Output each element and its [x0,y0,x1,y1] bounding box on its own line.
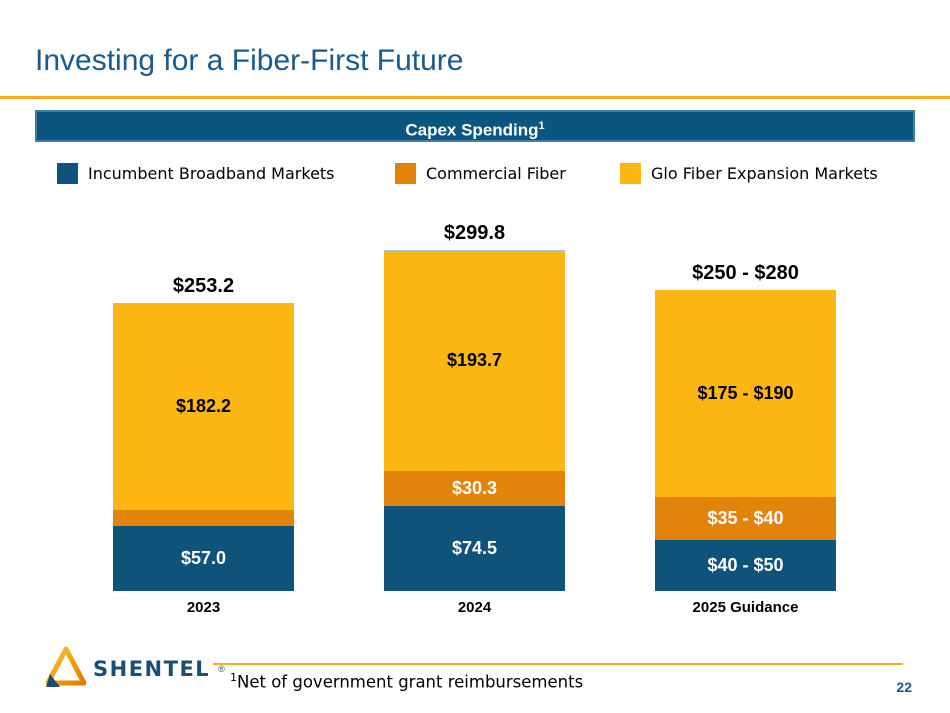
legend-swatch [395,163,416,184]
bar-segment: $35 - $40 [655,497,836,540]
bar-total-label: $250 - $280 [692,261,799,284]
bar-total-label: $299.8 [443,222,506,244]
bar-segment-label: $57.0 [180,547,227,568]
slide-title: Investing for a Fiber-First Future [35,44,464,77]
footnote: 1Net of government grant reimbursements [230,671,583,692]
legend-label: Commercial Fiber [426,164,566,183]
stacked-bar: $175 - $190 $35 - $40 $40 - $50 [655,289,836,591]
footer-divider [213,663,903,665]
bar-segment-label: $182.2 [175,396,232,417]
stacked-bar: $182.2 $57.0 [113,303,294,591]
brand-name: SHENTEL [93,656,211,681]
bar-segment-label: $30.3 [451,478,498,499]
bar-segment: $74.5 [384,505,565,591]
legend-item-1: Incumbent Broadband Markets [57,163,335,184]
bar-segment: $193.7 [384,250,565,472]
plot-top-axis-line [384,250,565,252]
bar-group-2025-guidance: $250 - $280 $175 - $190 $35 - $40 $40 - $50… [655,262,836,616]
bar-segment: $57.0 [113,526,294,591]
bar-group-2023: $253.2 $182.2 $57.0 2023 [113,275,294,616]
legend-label: Glo Fiber Expansion Markets [651,164,878,183]
chart-title-superscript: 1 [538,120,545,132]
bar-segment: $175 - $190 [655,289,836,498]
chart-title: Capex Spending [405,120,539,140]
bar-segment [113,510,294,527]
legend-item-3: Glo Fiber Expansion Markets [620,163,878,184]
bar-segment-label: $74.5 [451,537,498,558]
shentel-logo: SHENTEL ® [45,645,225,692]
chart-title-banner: Capex Spending1 [35,110,915,142]
legend-swatch [57,163,78,184]
category-label: 2024 [457,599,492,616]
registered-mark: ® [218,663,225,674]
shentel-triangle-icon [45,645,87,692]
bar-segment-label: $193.7 [446,350,503,371]
title-divider [0,96,950,99]
bar-segment: $40 - $50 [655,539,836,591]
bar-total-label: $253.2 [172,275,235,297]
category-label: 2025 Guidance [692,599,799,616]
stacked-bar: $193.7 $30.3 $74.5 [384,250,565,591]
footnote-superscript: 1 [230,671,237,684]
bar-segment-label: $35 - $40 [707,507,784,528]
bar-segment-label: $175 - $190 [697,382,794,403]
bar-segment: $182.2 [113,303,294,511]
footnote-text: Net of government grant reimbursements [237,672,584,692]
bar-chart: $253.2 $182.2 $57.0 2023 $299.8 $193.7 $30.3 $7… [0,203,950,616]
bar-group-2024: $299.8 $193.7 $30.3 $74.5 2024 [384,222,565,616]
legend-swatch [620,163,641,184]
chart-legend: Incumbent Broadband Markets Commercial Fi… [35,163,915,187]
category-label: 2023 [186,599,221,616]
bar-segment-label: $40 - $50 [707,554,784,575]
legend-item-2: Commercial Fiber [395,163,566,184]
page-number: 22 [896,679,912,695]
bar-segment: $30.3 [384,471,565,506]
legend-label: Incumbent Broadband Markets [88,164,335,183]
